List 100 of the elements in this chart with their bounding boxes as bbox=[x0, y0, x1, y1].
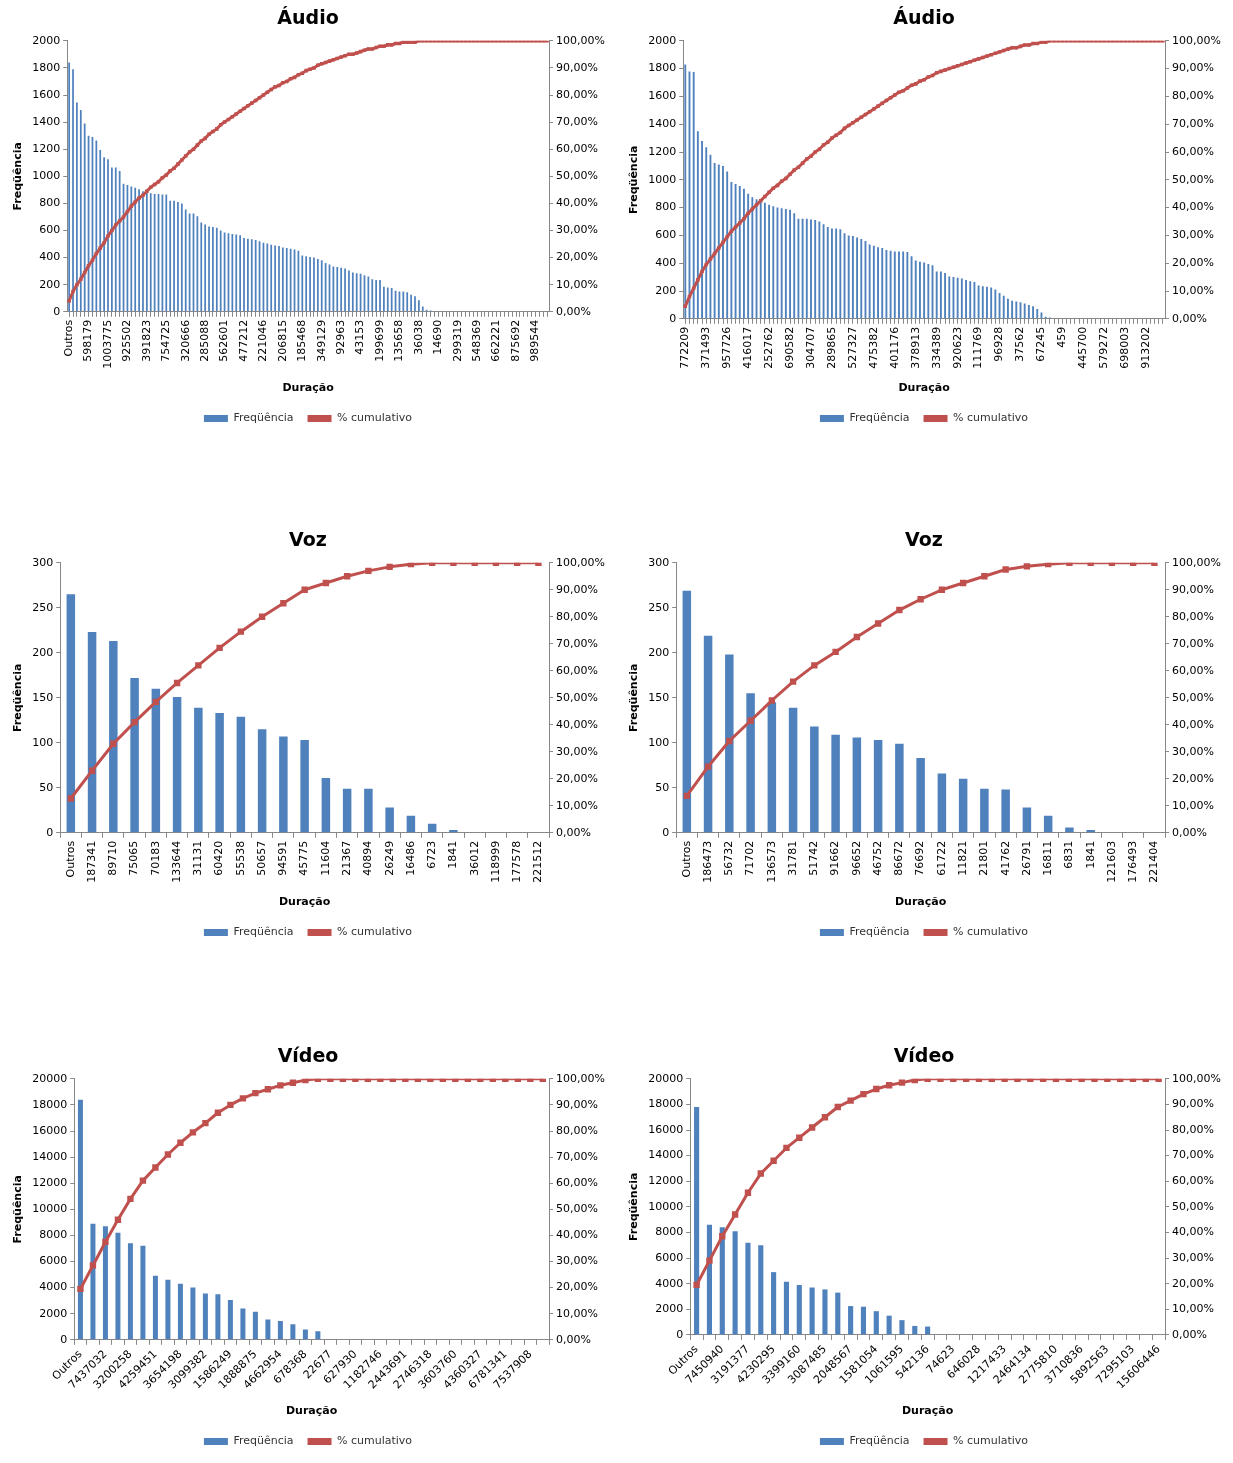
x-tick-label: 121603 bbox=[1104, 840, 1118, 883]
point bbox=[77, 1285, 84, 1293]
bar bbox=[257, 729, 267, 833]
x-tick-label: 875692 bbox=[508, 319, 522, 362]
y-tick-label: 1800 bbox=[648, 61, 677, 75]
y-axis-title: Freqüência bbox=[11, 142, 25, 211]
y2-tick-label: 10,00% bbox=[1172, 798, 1215, 812]
x-tick-label: 31781 bbox=[785, 840, 799, 876]
bar bbox=[364, 788, 373, 833]
bar bbox=[302, 1329, 308, 1340]
bar bbox=[895, 743, 904, 833]
x-tick-label: 26791 bbox=[1019, 840, 1033, 876]
point bbox=[131, 718, 138, 726]
bar bbox=[719, 1227, 725, 1335]
y2-tick-label: 50,00% bbox=[1172, 172, 1215, 186]
point bbox=[89, 1262, 97, 1269]
bar bbox=[102, 1226, 108, 1340]
y-tick-label: 600 bbox=[655, 228, 677, 242]
x-tick-label: 40894 bbox=[361, 840, 375, 876]
y-tick-label: 2000 bbox=[32, 33, 61, 47]
x-tick-label: 920623 bbox=[950, 326, 964, 369]
point bbox=[202, 1119, 209, 1127]
bar bbox=[165, 1279, 171, 1340]
y-tick-label: 1400 bbox=[648, 117, 677, 131]
bar bbox=[796, 1284, 802, 1335]
bar bbox=[886, 1315, 892, 1335]
y-tick-label: 14000 bbox=[648, 1148, 684, 1162]
x-tick-label: 37562 bbox=[1013, 326, 1027, 362]
y2-tick-label: 10,00% bbox=[556, 277, 599, 291]
y-tick-label: 1200 bbox=[648, 144, 677, 158]
y2-tick-label: 30,00% bbox=[556, 1254, 599, 1268]
y-tick-label: 12000 bbox=[648, 1174, 684, 1188]
y-axis-title: Freqüência bbox=[627, 1172, 641, 1242]
x-tick-label: 61722 bbox=[934, 840, 948, 876]
point bbox=[237, 628, 245, 635]
x-tick-label: 21367 bbox=[340, 840, 353, 876]
bar bbox=[321, 777, 331, 833]
bar bbox=[767, 702, 777, 833]
y2-tick-label: 80,00% bbox=[1172, 609, 1215, 623]
chart-title: Vídeo bbox=[893, 1044, 955, 1067]
y2-tick-label: 40,00% bbox=[1172, 717, 1215, 731]
y-tick-label: 200 bbox=[655, 283, 677, 297]
y2-tick-label: 30,00% bbox=[1172, 228, 1215, 242]
y2-tick-label: 20,00% bbox=[556, 1280, 599, 1294]
bar bbox=[109, 641, 118, 833]
y2-tick-label: 60,00% bbox=[1172, 1174, 1215, 1188]
x-tick-label: 55538 bbox=[233, 840, 247, 876]
x-tick-label: 60420 bbox=[212, 840, 226, 876]
point bbox=[811, 662, 818, 669]
y2-tick-label: 30,00% bbox=[556, 744, 599, 758]
y2-tick-label: 90,00% bbox=[556, 1097, 599, 1111]
y2-tick-label: 10,00% bbox=[556, 1306, 599, 1320]
x-tick-label: 548369 bbox=[470, 319, 484, 362]
chart-title: Áudio bbox=[893, 6, 955, 29]
y2-tick-label: 50,00% bbox=[556, 1202, 599, 1216]
point bbox=[239, 1095, 247, 1102]
y2-tick-label: 100,00% bbox=[556, 555, 606, 569]
point bbox=[177, 1139, 184, 1146]
legend-label: Freqüência bbox=[849, 411, 910, 425]
x-tick-label: 527327 bbox=[845, 326, 859, 369]
bar bbox=[873, 740, 883, 833]
point bbox=[757, 1170, 764, 1177]
x-tick-label: 252762 bbox=[761, 326, 775, 369]
bar bbox=[682, 590, 692, 833]
x-tick-label: 45775 bbox=[297, 840, 311, 876]
x-tick-label: 378913 bbox=[908, 326, 922, 369]
y-tick-label: 150 bbox=[32, 690, 54, 704]
y2-tick-label: 0,00% bbox=[1172, 311, 1208, 325]
x-tick-label: 477212 bbox=[236, 319, 250, 362]
x-tick-label: 111769 bbox=[971, 326, 985, 369]
bar bbox=[745, 1242, 751, 1335]
bar bbox=[980, 788, 989, 833]
x-tick-label: 445700 bbox=[1076, 326, 1090, 369]
y2-tick-label: 40,00% bbox=[1172, 200, 1215, 214]
x-tick-label: 304707 bbox=[803, 326, 817, 369]
point bbox=[102, 1238, 109, 1246]
x-tick-label: 94591 bbox=[276, 840, 290, 876]
bar bbox=[771, 1272, 777, 1335]
y2-tick-label: 30,00% bbox=[556, 223, 599, 237]
y2-tick-label: 50,00% bbox=[556, 690, 599, 704]
y-tick-label: 200 bbox=[39, 277, 61, 291]
point bbox=[981, 573, 988, 580]
x-axis-title: Duração bbox=[278, 895, 331, 909]
y2-tick-label: 0,00% bbox=[556, 304, 592, 318]
y-tick-label: 10000 bbox=[32, 1202, 68, 1216]
x-tick-label: 199699 bbox=[372, 319, 386, 362]
y2-tick-label: 20,00% bbox=[556, 250, 599, 264]
point bbox=[768, 697, 776, 704]
y2-tick-label: 20,00% bbox=[1172, 256, 1215, 270]
legend-label: Freqüência bbox=[233, 411, 294, 425]
x-tick-label: 416017 bbox=[741, 326, 754, 369]
x-tick-label: 320666 bbox=[178, 319, 192, 362]
x-tick-label: 16486 bbox=[403, 840, 417, 876]
x-tick-label: 459 bbox=[1055, 326, 1069, 348]
x-tick-label: 772209 bbox=[678, 326, 692, 369]
y2-tick-label: 70,00% bbox=[556, 636, 599, 650]
y-tick-label: 20000 bbox=[648, 1071, 684, 1085]
y2-tick-label: 20,00% bbox=[1172, 771, 1215, 785]
bar bbox=[831, 734, 840, 833]
y2-tick-label: 0,00% bbox=[556, 1332, 592, 1346]
